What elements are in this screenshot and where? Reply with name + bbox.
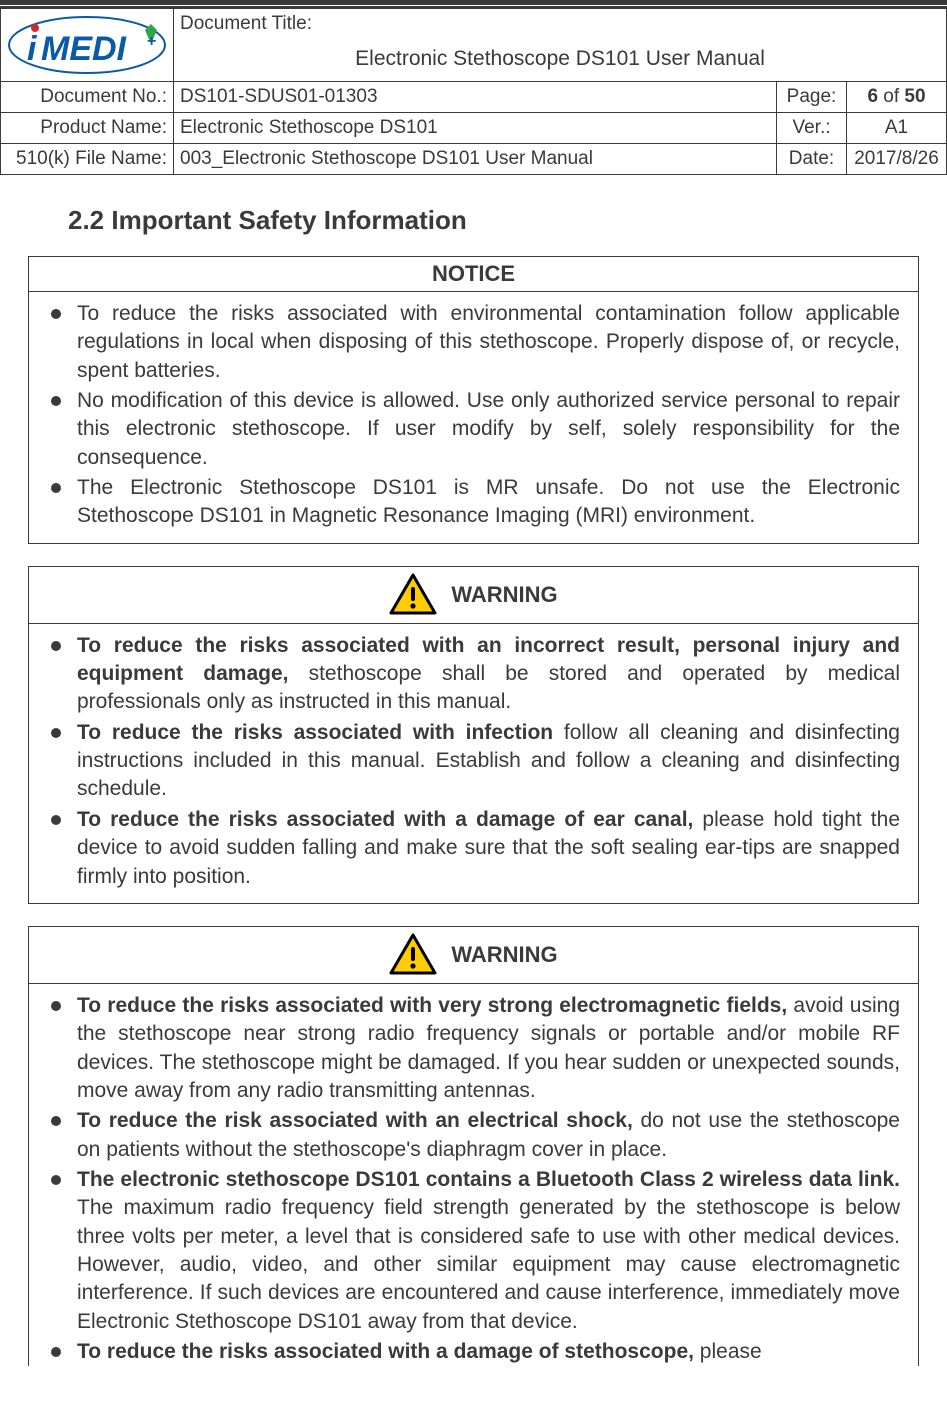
doc-no-value: DS101-SDUS01-01303 [174,82,777,113]
file-label: 510(k) File Name: [1,144,174,175]
product-label: Product Name: [1,113,174,144]
warning2-item: The electronic stethoscope DS101 contain… [47,1166,900,1336]
document-header-table: i MEDI + Document Title: Electronic Stet… [0,8,947,175]
warning1-body: To reduce the risks associated with an i… [29,624,918,903]
bold-lead: To reduce the risks associated with very… [77,994,787,1017]
page-current: 6 [867,86,878,107]
warning1-title-row: WARNING [29,567,918,624]
warning1-item: To reduce the risks associated with a da… [47,806,900,891]
warning1-list: To reduce the risks associated with an i… [47,632,900,891]
rest-text: please [694,1340,762,1363]
doc-title-value: Electronic Stethoscope DS101 User Manual [180,41,940,77]
warning2-list: To reduce the risks associated with very… [47,992,900,1366]
warning2-item: To reduce the risks associated with very… [47,992,900,1105]
notice-box: NOTICE To reduce the risks associated wi… [28,256,919,544]
bold-lead: To reduce the risk associated with an el… [77,1109,633,1132]
bold-lead: To reduce the risks associated with a da… [77,808,693,831]
notice-item: To reduce the risks associated with envi… [47,300,900,385]
warning1-item: To reduce the risks associated with infe… [47,719,900,804]
warning2-title: WARNING [451,942,557,968]
warning1-item: To reduce the risks associated with an i… [47,632,900,717]
warning-box-2: WARNING To reduce the risks associated w… [28,926,919,1366]
section-heading: 2.2 Important Safety Information [0,175,947,256]
notice-item: The Electronic Stethoscope DS101 is MR u… [47,474,900,531]
ver-label: Ver.: [777,113,847,144]
rest-text: The maximum radio frequency field streng… [77,1196,900,1332]
warning1-title: WARNING [451,582,557,608]
warning2-body: To reduce the risks associated with very… [29,984,918,1366]
warning2-item: To reduce the risk associated with an el… [47,1107,900,1164]
notice-body: To reduce the risks associated with envi… [29,292,918,543]
warning2-title-row: WARNING [29,927,918,984]
doc-no-label: Document No.: [1,82,174,113]
date-value: 2017/8/26 [847,144,947,175]
page-total: 50 [904,86,925,107]
imedi-logo-svg: i MEDI + [7,14,167,76]
notice-item: No modification of this device is allowe… [47,387,900,472]
warning-triangle-icon [389,933,437,977]
svg-text:i: i [27,30,38,68]
bold-lead: The electronic stethoscope DS101 contain… [77,1168,900,1191]
svg-text:+: + [147,33,156,50]
notice-list: To reduce the risks associated with envi… [47,300,900,531]
company-logo: i MEDI + [7,14,167,76]
doc-title-label: Document Title: [180,13,940,41]
warning2-item: To reduce the risks associated with a da… [47,1338,900,1366]
ver-value: A1 [847,113,947,144]
bold-lead: To reduce the risks associated with infe… [77,721,553,744]
date-label: Date: [777,144,847,175]
logo-cell: i MEDI + [1,9,174,82]
page-value: 6 of 50 [847,82,947,113]
notice-title: NOTICE [29,257,918,292]
bold-lead: To reduce the risks associated with a da… [77,1340,694,1363]
page-sep: of [878,86,904,107]
warning-triangle-icon [389,573,437,617]
product-value: Electronic Stethoscope DS101 [174,113,777,144]
doc-title-cell: Document Title: Electronic Stethoscope D… [174,9,947,82]
warning-box-1: WARNING To reduce the risks associated w… [28,566,919,904]
file-value: 003_Electronic Stethoscope DS101 User Ma… [174,144,777,175]
page-label: Page: [777,82,847,113]
svg-text:MEDI: MEDI [41,30,128,68]
